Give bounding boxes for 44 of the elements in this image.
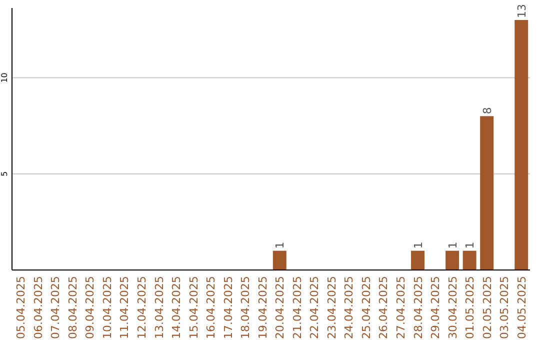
x-tick-label: 29.04.2025 — [429, 276, 442, 339]
x-tick-label: 28.04.2025 — [412, 276, 425, 339]
x-tick-label: 10.04.2025 — [100, 276, 114, 339]
bar — [462, 250, 476, 270]
x-tick-label: 24.04.2025 — [342, 276, 356, 339]
bar — [446, 250, 460, 270]
x-tick-label: 08.04.2025 — [66, 276, 80, 339]
y-tick-label: 5 — [0, 171, 9, 176]
x-tick-label: 03.05.2025 — [498, 276, 512, 339]
x-tick-label: 21.04.2025 — [290, 276, 304, 339]
bar — [514, 20, 528, 270]
x-tick-label: 16.04.2025 — [204, 276, 218, 339]
x-tick-label: 06.04.2025 — [32, 276, 45, 339]
x-tick-label: 23.04.2025 — [325, 276, 338, 339]
x-tick-label: 14.04.2025 — [170, 276, 184, 339]
data-label: 1 — [274, 242, 287, 249]
x-tick-label: 25.04.2025 — [360, 276, 373, 339]
x-tick-label: 07.04.2025 — [49, 276, 62, 339]
y-tick-label: 10 — [0, 72, 9, 83]
x-tick-label: 01.05.2025 — [464, 276, 477, 339]
x-tick-label: 30.04.2025 — [446, 276, 460, 339]
x-tick-label: 11.04.2025 — [118, 276, 132, 339]
x-tick-label: 18.04.2025 — [239, 276, 252, 339]
data-label: 1 — [412, 242, 425, 249]
x-tick-label: 22.04.2025 — [308, 276, 322, 339]
x-tick-label: 13.04.2025 — [152, 276, 166, 339]
bar — [411, 250, 424, 270]
x-tick-label: 09.04.2025 — [84, 276, 97, 339]
data-label: 1 — [464, 242, 477, 249]
x-tick-label: 19.04.2025 — [256, 276, 270, 339]
x-tick-label: 17.04.2025 — [222, 276, 235, 339]
data-label: 8 — [480, 107, 494, 114]
data-label: 1 — [446, 242, 460, 249]
x-tick-label: 15.04.2025 — [187, 276, 200, 339]
x-tick-label: 26.04.2025 — [377, 276, 390, 339]
x-tick-label: 02.05.2025 — [480, 276, 494, 339]
x-tick-label: 04.05.2025 — [515, 276, 528, 339]
bar — [480, 116, 494, 270]
x-tick-label: 05.04.2025 — [14, 276, 28, 339]
bar — [272, 250, 286, 270]
x-tick-label: 27.04.2025 — [394, 276, 408, 339]
data-label: 13 — [515, 4, 528, 18]
x-tick-label: 20.04.2025 — [274, 276, 287, 339]
x-tick-label: 12.04.2025 — [136, 276, 148, 339]
